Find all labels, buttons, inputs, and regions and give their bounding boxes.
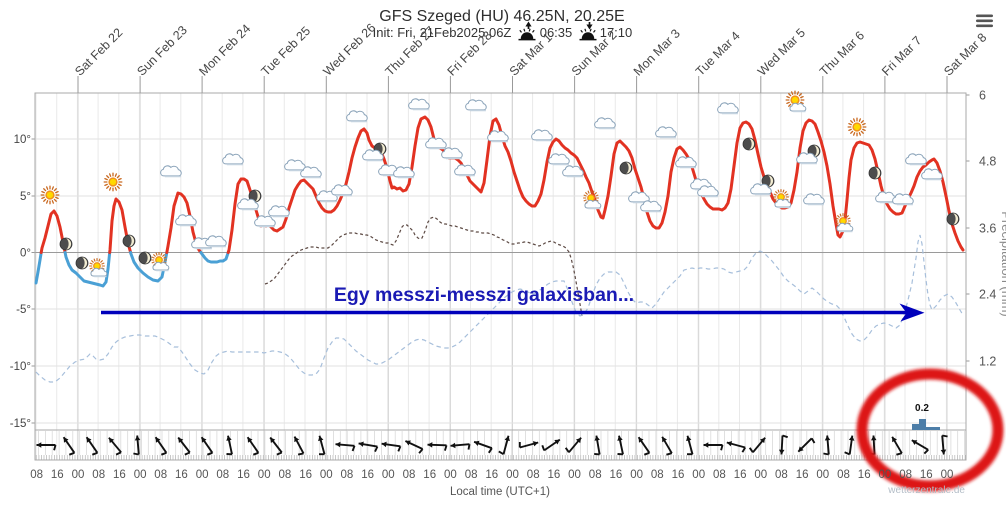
svg-text:08: 08 bbox=[589, 469, 602, 481]
svg-text:00: 00 bbox=[879, 469, 892, 481]
svg-text:00: 00 bbox=[258, 469, 271, 481]
svg-text:3.6: 3.6 bbox=[979, 222, 996, 236]
svg-text:16: 16 bbox=[423, 469, 436, 481]
svg-text:6: 6 bbox=[979, 89, 986, 103]
svg-text:08: 08 bbox=[92, 469, 105, 481]
svg-text:16: 16 bbox=[237, 469, 250, 481]
svg-text:16: 16 bbox=[672, 469, 685, 481]
svg-text:00: 00 bbox=[382, 469, 395, 481]
svg-text:16: 16 bbox=[361, 469, 374, 481]
svg-text:0°: 0° bbox=[20, 248, 31, 260]
svg-text:16: 16 bbox=[920, 469, 933, 481]
svg-text:10°: 10° bbox=[14, 134, 31, 146]
svg-text:08: 08 bbox=[465, 469, 478, 481]
svg-text:wetterzentrale.de: wetterzentrale.de bbox=[887, 485, 965, 496]
svg-text:08: 08 bbox=[837, 469, 850, 481]
svg-text:-5°: -5° bbox=[16, 304, 31, 316]
svg-text:08: 08 bbox=[899, 469, 912, 481]
svg-text:4.8: 4.8 bbox=[979, 155, 996, 169]
svg-text:00: 00 bbox=[320, 469, 333, 481]
svg-text:08: 08 bbox=[341, 469, 354, 481]
svg-text:0.2: 0.2 bbox=[915, 403, 929, 414]
svg-text:00: 00 bbox=[568, 469, 581, 481]
svg-text:17:10: 17:10 bbox=[600, 25, 633, 40]
svg-text:16: 16 bbox=[610, 469, 623, 481]
svg-text:16: 16 bbox=[299, 469, 312, 481]
svg-text:00: 00 bbox=[692, 469, 705, 481]
svg-text:08: 08 bbox=[527, 469, 540, 481]
svg-text:06:35: 06:35 bbox=[540, 25, 573, 40]
svg-text:Egy messzi-messzi galaxisban..: Egy messzi-messzi galaxisban... bbox=[334, 284, 634, 306]
svg-text:1.2: 1.2 bbox=[979, 355, 996, 369]
svg-text:16: 16 bbox=[51, 469, 64, 481]
svg-text:08: 08 bbox=[775, 469, 788, 481]
svg-text:16: 16 bbox=[113, 469, 126, 481]
svg-text:08: 08 bbox=[279, 469, 292, 481]
svg-text:GFS Szeged (HU) 46.25N, 20.25E: GFS Szeged (HU) 46.25N, 20.25E bbox=[379, 8, 624, 25]
svg-text:08: 08 bbox=[30, 469, 43, 481]
svg-text:08: 08 bbox=[154, 469, 167, 481]
svg-text:5°: 5° bbox=[20, 191, 31, 203]
svg-text:00: 00 bbox=[754, 469, 767, 481]
svg-text:00: 00 bbox=[72, 469, 85, 481]
svg-text:16: 16 bbox=[175, 469, 188, 481]
svg-text:16: 16 bbox=[485, 469, 498, 481]
svg-text:-10°: -10° bbox=[10, 361, 31, 373]
svg-text:2.4: 2.4 bbox=[979, 288, 996, 302]
svg-text:16: 16 bbox=[734, 469, 747, 481]
svg-text:Precipitation (mm): Precipitation (mm) bbox=[999, 211, 1006, 316]
svg-text:00: 00 bbox=[444, 469, 457, 481]
svg-text:16: 16 bbox=[796, 469, 809, 481]
svg-text:00: 00 bbox=[816, 469, 829, 481]
svg-text:-15°: -15° bbox=[10, 418, 31, 430]
svg-text:16: 16 bbox=[548, 469, 561, 481]
svg-text:Init: Fri, 21Feb2025 06Z: Init: Fri, 21Feb2025 06Z bbox=[373, 25, 512, 40]
svg-text:00: 00 bbox=[506, 469, 519, 481]
svg-text:00: 00 bbox=[630, 469, 643, 481]
svg-text:00: 00 bbox=[941, 469, 954, 481]
svg-text:00: 00 bbox=[134, 469, 147, 481]
svg-text:08: 08 bbox=[651, 469, 664, 481]
svg-text:16: 16 bbox=[858, 469, 871, 481]
svg-text:08: 08 bbox=[403, 469, 416, 481]
svg-text:08: 08 bbox=[713, 469, 726, 481]
svg-text:00: 00 bbox=[196, 469, 209, 481]
svg-text:Local time (UTC+1): Local time (UTC+1) bbox=[450, 486, 550, 498]
svg-text:08: 08 bbox=[216, 469, 229, 481]
